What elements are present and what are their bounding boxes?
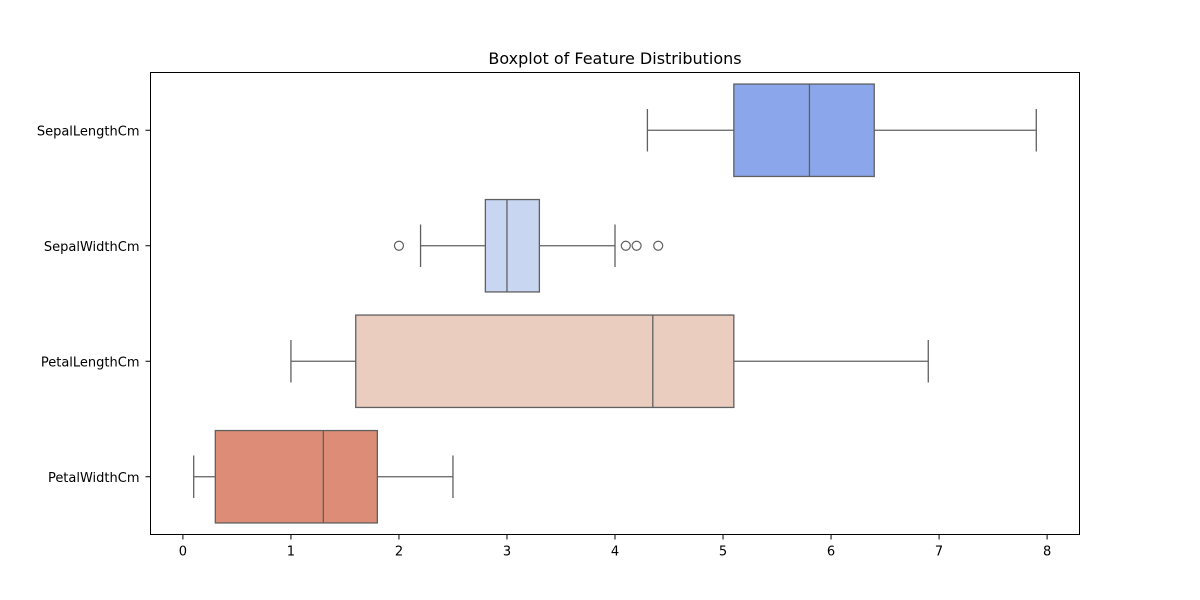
outlier-point	[631, 240, 642, 251]
outlier-point	[393, 240, 405, 251]
x-tick-label: 1	[287, 545, 295, 560]
box-group-sepalwidthcm	[393, 198, 664, 293]
x-tick-layer: 0 1 2 3 4 5 6 7 8	[179, 534, 1051, 560]
y-tick-label: PetalLengthCm	[41, 355, 140, 370]
x-tick-label: 2	[395, 545, 403, 560]
x-tick-label: 5	[719, 545, 727, 560]
outlier-point	[620, 240, 631, 251]
x-tick-label: 6	[827, 545, 835, 560]
chart-title: Boxplot of Feature Distributions	[488, 49, 741, 68]
y-tick-label: SepalWidthCm	[44, 240, 140, 255]
x-tick-label: 7	[935, 545, 943, 560]
plot-frame	[150, 72, 1080, 535]
box-iqr	[484, 198, 541, 293]
y-tick-label: PetalWidthCm	[48, 471, 140, 486]
boxes-layer	[193, 83, 1037, 524]
box-group-sepallengthcm	[646, 83, 1037, 178]
outlier-point	[653, 240, 664, 251]
x-tick-label: 0	[179, 545, 187, 560]
box-iqr	[355, 314, 735, 409]
box-iqr	[214, 429, 378, 524]
y-tick-label: SepalLengthCm	[37, 124, 140, 139]
box-group-petalwidthcm	[193, 429, 454, 524]
x-tick-label: 8	[1043, 545, 1051, 560]
box-iqr	[733, 83, 875, 178]
y-tick-layer: SepalLengthCm SepalWidthCm PetalLengthCm Pe…	[37, 124, 151, 486]
x-tick-label: 4	[611, 545, 619, 560]
x-tick-label: 3	[503, 545, 511, 560]
box-group-petallengthcm	[290, 314, 929, 409]
